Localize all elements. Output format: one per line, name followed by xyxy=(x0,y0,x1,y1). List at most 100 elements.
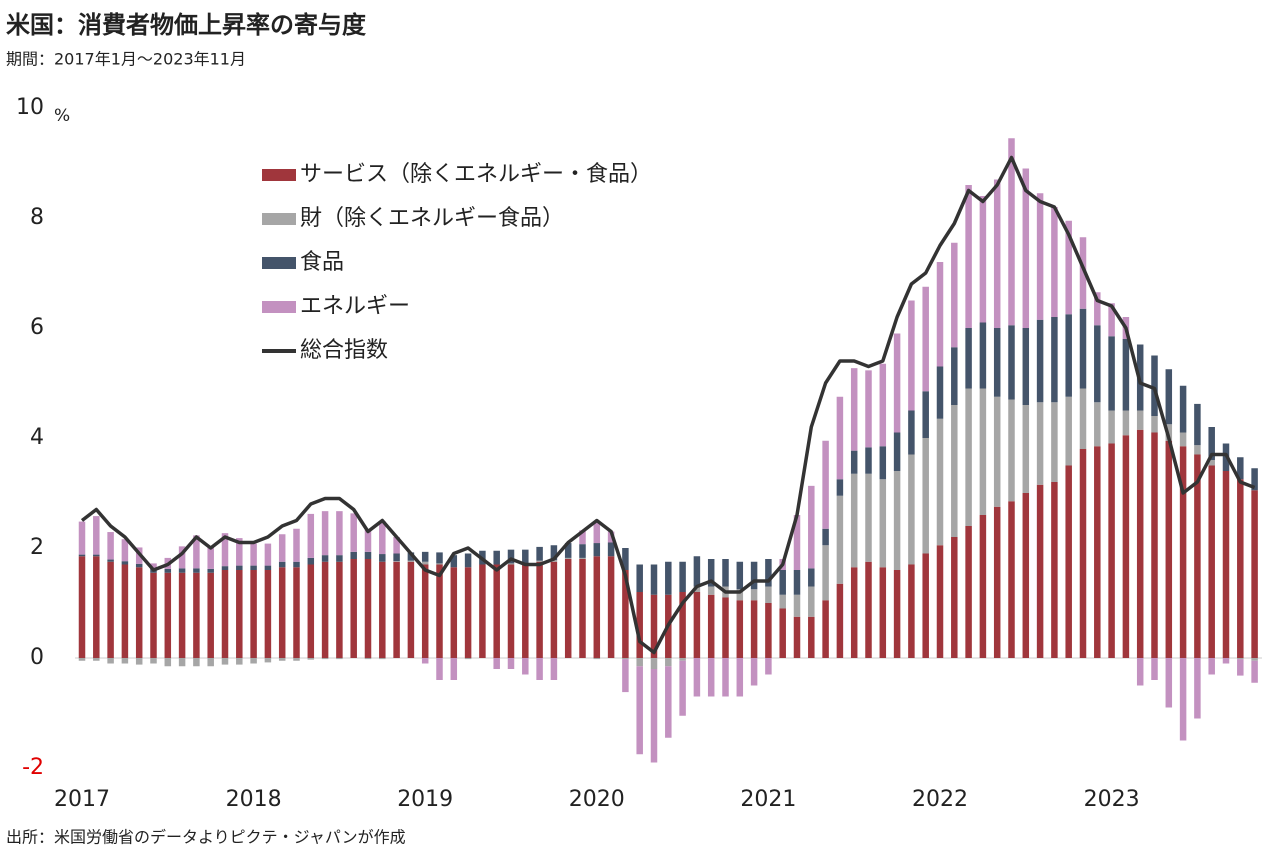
bar-segment xyxy=(679,561,686,592)
bar-segment xyxy=(850,368,858,451)
bar-segment xyxy=(1122,339,1130,411)
bar-segment xyxy=(1136,658,1144,686)
bar-segment xyxy=(221,570,229,658)
bar-segment xyxy=(650,669,658,763)
bar-segment xyxy=(607,556,615,658)
bar-segment xyxy=(836,495,844,584)
bar-segment xyxy=(951,405,958,537)
x-tick-label: 2021 xyxy=(740,787,796,812)
chart-subtitle: 期間：2017年1月～2023年11月 xyxy=(6,50,246,69)
bar-segment xyxy=(1165,440,1173,658)
legend-swatch xyxy=(262,257,296,269)
bar-segment xyxy=(536,560,543,562)
bar-segment xyxy=(579,557,586,559)
bar-segment xyxy=(579,530,586,545)
bar-segment xyxy=(236,565,243,570)
bar-segment xyxy=(464,567,472,658)
bar-segment xyxy=(379,658,386,660)
bar-segment xyxy=(1079,308,1087,389)
bar-segment xyxy=(264,565,272,570)
bar-segment xyxy=(1165,369,1173,425)
legend-label: 食品 xyxy=(300,250,344,275)
bar-segment xyxy=(893,471,901,570)
bar-segment xyxy=(393,561,400,658)
bar-segment xyxy=(1222,658,1230,664)
y-tick-label: 10 xyxy=(16,95,44,120)
bar-segment xyxy=(650,594,658,658)
legend-label: 総合指数 xyxy=(300,338,388,363)
bar-segment xyxy=(779,594,786,609)
bar-segment xyxy=(1251,490,1258,658)
line xyxy=(80,155,1256,655)
bar-segment xyxy=(793,616,801,658)
bar-segment xyxy=(636,658,643,667)
bar-segment xyxy=(135,658,143,665)
bar-segment xyxy=(207,658,214,667)
bar-segment xyxy=(1094,325,1101,403)
bar-segment xyxy=(393,553,400,562)
bar-segment xyxy=(951,537,958,658)
bar-segment xyxy=(1251,660,1258,683)
bar-segment xyxy=(336,555,343,562)
bar-segment xyxy=(736,658,744,697)
bar-segment xyxy=(150,658,157,664)
bar-segment xyxy=(579,559,586,658)
bar-segment xyxy=(164,568,172,573)
bar-segment xyxy=(993,396,1001,507)
bar-segment xyxy=(1022,168,1030,328)
bar-segment xyxy=(93,556,100,658)
bar-segment xyxy=(679,658,686,661)
bar-segment xyxy=(536,561,543,658)
bar-segment xyxy=(321,511,329,556)
bar-segment xyxy=(407,552,415,561)
bar-segment xyxy=(779,570,786,595)
bar-segment xyxy=(1208,465,1215,658)
bar-segment xyxy=(893,570,901,658)
source-note: 出所：米国労働省のデータよりピクテ・ジャパンが作成 xyxy=(6,828,406,847)
bar-segment xyxy=(278,567,286,658)
bar-segment xyxy=(250,658,257,664)
bar-segment xyxy=(135,563,143,568)
bar-segment xyxy=(78,556,86,658)
bar-segment xyxy=(979,515,987,658)
bar-segment xyxy=(121,564,129,658)
bar-segment xyxy=(679,660,686,716)
bar-segment xyxy=(407,560,415,562)
bar-segment xyxy=(107,658,114,664)
x-tick-label: 2020 xyxy=(569,787,625,812)
bar-segment xyxy=(1008,138,1015,326)
bar-segment xyxy=(450,555,458,568)
bar-segment xyxy=(421,561,429,565)
bar-segment xyxy=(293,658,300,661)
bar-segment xyxy=(1008,399,1015,502)
bar-segment xyxy=(722,597,729,658)
bar-segment xyxy=(164,572,172,658)
bar-segment xyxy=(307,513,315,558)
bar-segment xyxy=(550,561,558,658)
bar-segment xyxy=(207,572,214,658)
bar-segment xyxy=(1036,319,1044,403)
bar-segment xyxy=(1194,445,1201,455)
bar-segment xyxy=(1108,303,1115,337)
bar-segment xyxy=(1094,292,1101,326)
bar-segment xyxy=(1179,385,1187,433)
bar-segment xyxy=(493,658,500,669)
bar-segment xyxy=(822,440,829,529)
bar-segment xyxy=(364,658,372,660)
bar-segment xyxy=(336,511,343,556)
bar-segment xyxy=(207,568,214,573)
bar-segment xyxy=(550,560,558,562)
bar-segment xyxy=(107,559,114,562)
bar-segment xyxy=(993,328,1001,397)
bar-segment xyxy=(1108,336,1115,411)
bar-segment xyxy=(193,572,200,658)
bar-segment xyxy=(879,363,887,447)
bar-segment xyxy=(1237,658,1244,660)
bar-segment xyxy=(1222,471,1230,658)
bar-segment xyxy=(593,556,601,658)
bar-segment xyxy=(307,564,315,658)
bar-segment xyxy=(93,554,100,557)
bar-segment xyxy=(765,658,772,675)
bar-segment xyxy=(464,553,472,568)
